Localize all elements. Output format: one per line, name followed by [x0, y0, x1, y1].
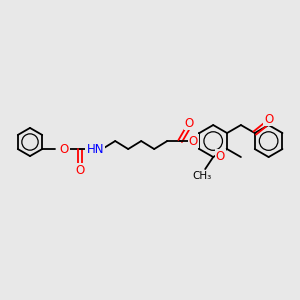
Text: CH₃: CH₃	[193, 171, 212, 181]
Text: O: O	[189, 134, 198, 148]
Text: O: O	[76, 164, 85, 176]
Text: HN: HN	[86, 142, 104, 155]
Text: O: O	[264, 112, 273, 125]
Text: O: O	[215, 149, 225, 163]
Text: O: O	[184, 116, 194, 130]
Text: O: O	[60, 142, 69, 155]
